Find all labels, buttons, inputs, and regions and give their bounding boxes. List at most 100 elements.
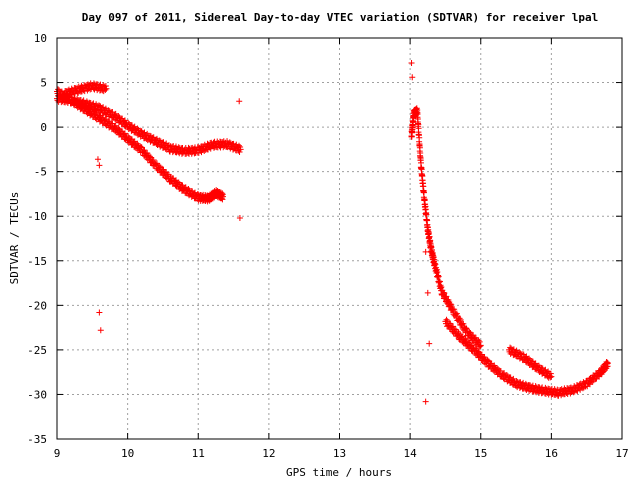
data-point-track-b xyxy=(83,98,90,105)
data-point-track-d xyxy=(448,301,455,308)
data-point-track-e xyxy=(532,383,539,390)
data-point-track-d xyxy=(470,332,477,339)
data-point-track-b xyxy=(121,117,128,124)
data-point-track-b xyxy=(74,95,81,102)
data-point-track-f xyxy=(548,373,555,380)
data-point-track-e xyxy=(542,384,549,391)
y-tick-label: -20 xyxy=(27,299,47,312)
x-tick-label: 15 xyxy=(474,447,487,460)
y-axis-label: SDTVAR / TECUs xyxy=(8,192,21,285)
data-point-track-f xyxy=(547,374,554,381)
data-point-track-d xyxy=(432,261,439,268)
data-point-track-e xyxy=(494,365,501,372)
grid-lines xyxy=(57,38,622,439)
data-point-track-d xyxy=(477,343,484,350)
data-point-track-a xyxy=(141,147,148,154)
data-point-track-d xyxy=(466,329,473,336)
axis-ticks: 9 10 11 12 13 14 15 16 17 10 5 0 -5 -10 -15 -20 -25 -30 -3… xyxy=(27,32,629,460)
data-point-track-e xyxy=(604,360,611,367)
data-point-track-c xyxy=(100,82,107,89)
data-point-track-a xyxy=(219,196,226,203)
data-point-track-e xyxy=(450,323,457,330)
x-tick-label: 11 xyxy=(192,447,205,460)
data-point-track-d xyxy=(441,290,448,297)
data-point-track-d xyxy=(451,306,458,313)
outlier-point xyxy=(409,74,416,81)
data-point-track-c xyxy=(102,83,109,90)
data-point-track-e xyxy=(484,357,491,364)
data-point-track-d xyxy=(460,320,467,327)
outlier-point xyxy=(426,340,433,347)
x-tick-label: 17 xyxy=(615,447,628,460)
x-tick-label: 14 xyxy=(404,447,418,460)
data-point-track-d xyxy=(415,125,422,132)
y-tick-label: -35 xyxy=(27,433,47,446)
data-point-track-a xyxy=(163,169,170,176)
data-point-track-b xyxy=(236,148,243,155)
outlier-point xyxy=(94,156,101,163)
outlier-point xyxy=(96,162,103,169)
x-tick-label: 12 xyxy=(262,447,275,460)
chart-title: Day 097 of 2011, Sidereal Day-to-day VTE… xyxy=(82,11,599,24)
data-point-track-d xyxy=(447,300,454,307)
data-point-track-e xyxy=(478,351,485,358)
y-tick-label: -25 xyxy=(27,344,47,357)
y-tick-label: -15 xyxy=(27,255,47,268)
outlier-point xyxy=(236,215,243,222)
data-point-track-c xyxy=(90,80,97,87)
data-point-track-e xyxy=(497,367,504,374)
outlier-point xyxy=(96,309,103,316)
data-point-track-a xyxy=(150,157,157,164)
x-axis-label: GPS time / hours xyxy=(286,466,392,479)
data-point-track-a xyxy=(219,193,226,200)
y-tick-label: -30 xyxy=(27,388,47,401)
data-point-track-d xyxy=(416,144,423,151)
y-tick-label: -5 xyxy=(34,166,47,179)
data-point-track-d xyxy=(435,273,442,280)
data-point-track-d xyxy=(477,342,484,349)
data-point-track-d xyxy=(420,189,427,196)
data-point-track-d xyxy=(453,310,460,317)
data-point-track-d xyxy=(457,316,464,323)
data-point-track-d xyxy=(438,284,445,291)
data-point-track-a xyxy=(115,125,122,132)
data-point-track-a xyxy=(146,153,153,160)
outlier-point xyxy=(422,398,429,405)
x-tick-label: 9 xyxy=(54,447,61,460)
data-point-track-e xyxy=(447,320,454,327)
y-tick-label: 0 xyxy=(40,121,47,134)
data-point-track-e xyxy=(469,342,476,349)
data-point-track-a xyxy=(156,163,163,170)
data-point-track-d xyxy=(435,272,442,279)
y-tick-label: -10 xyxy=(27,210,47,223)
data-point-track-d xyxy=(475,337,482,344)
data-points xyxy=(54,59,611,405)
outlier-point xyxy=(97,327,104,334)
outlier-point xyxy=(422,248,429,255)
data-point-track-d xyxy=(423,211,430,218)
data-point-track-e xyxy=(459,333,466,340)
data-point-track-d xyxy=(437,278,444,285)
data-point-track-b xyxy=(141,129,148,136)
data-point-track-d xyxy=(418,166,425,173)
data-point-track-b xyxy=(237,146,244,153)
data-point-track-e xyxy=(475,348,482,355)
outlier-point xyxy=(424,289,431,296)
x-tick-label: 10 xyxy=(121,447,134,460)
x-tick-label: 13 xyxy=(333,447,346,460)
data-point-track-b xyxy=(175,144,182,151)
data-point-track-d xyxy=(443,293,450,300)
data-point-track-a xyxy=(219,190,226,197)
data-point-track-e xyxy=(465,339,472,346)
data-point-track-f xyxy=(547,370,554,377)
y-tick-label: 10 xyxy=(34,32,47,45)
data-point-track-e xyxy=(513,377,520,384)
data-point-track-d xyxy=(476,338,483,345)
data-point-track-d xyxy=(440,289,447,296)
data-point-track-c xyxy=(75,89,82,96)
data-point-track-b xyxy=(109,108,116,115)
data-point-track-a xyxy=(121,130,128,137)
data-point-track-e xyxy=(558,392,565,399)
data-point-track-c xyxy=(102,87,109,94)
